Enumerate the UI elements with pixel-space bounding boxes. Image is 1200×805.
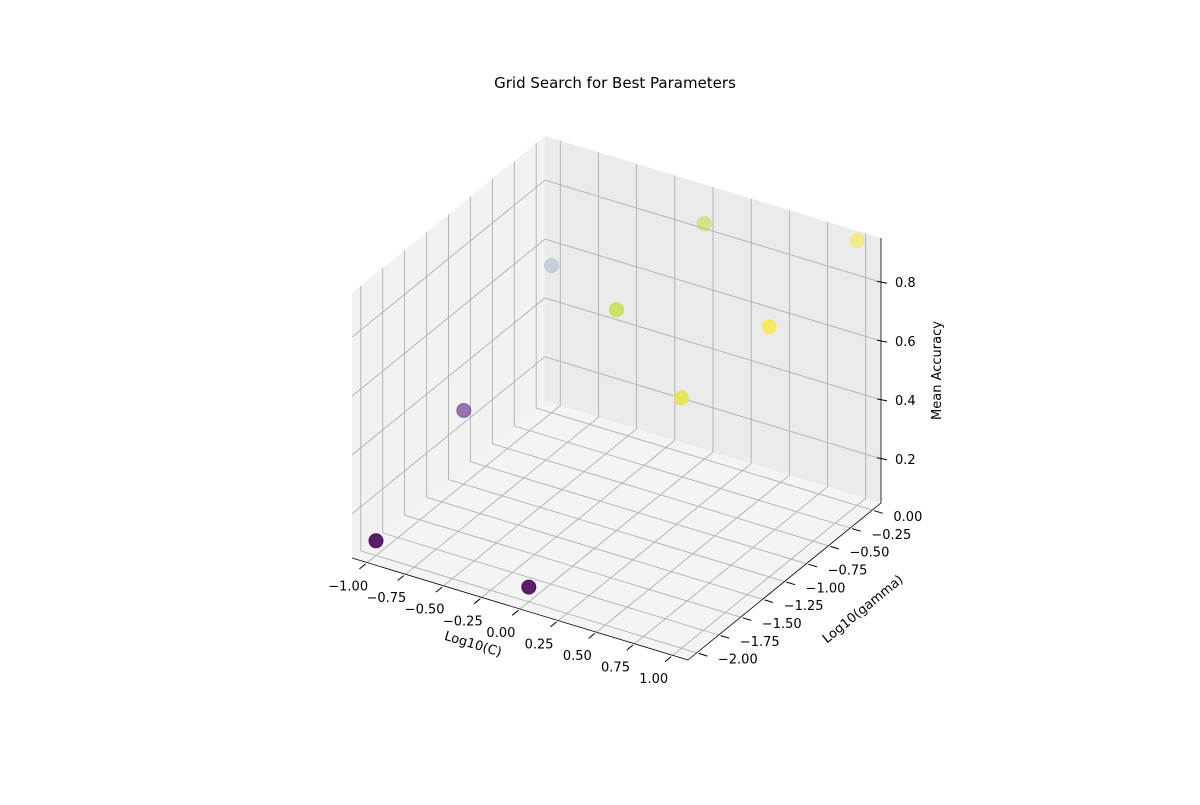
x-tick-mark xyxy=(397,575,405,581)
x-tick-label: 0.25 xyxy=(525,638,554,653)
data-point xyxy=(609,302,624,318)
axis-panes xyxy=(352,136,881,660)
y-tick-label: −2.00 xyxy=(718,653,758,668)
y-tick-mark xyxy=(786,581,796,586)
x-tick-label: 0.75 xyxy=(601,661,630,676)
y-axis-line xyxy=(687,502,882,661)
grid-line-z-back xyxy=(544,297,882,401)
x-tick-label: −1.00 xyxy=(328,580,368,595)
y-tick-mark xyxy=(742,617,752,621)
z-tick-mark xyxy=(876,398,888,402)
y-tick-mark xyxy=(808,563,818,568)
y-tick-mark xyxy=(830,545,840,550)
x-tick-mark xyxy=(359,563,367,570)
grid-line-z-left xyxy=(351,179,546,338)
z-axis-label: Mean Accuracy xyxy=(930,321,945,420)
y-tick-mark xyxy=(698,652,708,657)
y-tick-mark xyxy=(852,528,861,532)
data-point xyxy=(544,258,559,274)
data-point xyxy=(456,403,472,418)
y-tick-label: 0.00 xyxy=(893,510,922,525)
grid-line-z-back xyxy=(544,238,882,342)
data-point xyxy=(696,216,712,232)
grid-line-y-floor xyxy=(514,425,851,529)
z-tick-label: 0.4 xyxy=(895,394,916,409)
x-tick-label: −0.25 xyxy=(443,614,483,629)
x-tick-label: −0.50 xyxy=(405,603,445,618)
grid-line-z-left xyxy=(351,238,546,397)
y-axis-ticks: −2.00 −1.75 −1.50 −1.25 −1.00 −0.75 −0.50 −0.25… xyxy=(698,510,922,668)
x-tick-label: 1.00 xyxy=(639,672,668,687)
grid-line-z-left xyxy=(351,297,546,456)
x-tick-label: −0.75 xyxy=(366,591,406,606)
y-tick-label: −0.50 xyxy=(850,546,890,561)
z-axis-ticks: 0.2 0.4 0.6 0.8 xyxy=(876,276,916,468)
z-tick-label: 0.2 xyxy=(895,453,916,468)
z-tick-mark xyxy=(876,457,888,461)
y-tick-label: −1.75 xyxy=(740,635,780,650)
grid-line-y-floor xyxy=(536,407,873,511)
grid-lines xyxy=(351,140,882,656)
y-tick-label: −1.25 xyxy=(784,599,824,614)
z-tick-label: 0.6 xyxy=(895,335,916,350)
data-point xyxy=(368,533,384,549)
grid-line-z-back xyxy=(544,179,882,283)
x-axis-ticks: −1.00−0.75−0.50−0.250.00 0.25 0.50 0.75 1.00 xyxy=(328,563,672,687)
grid-line-y-floor xyxy=(360,550,697,654)
grid-line-y-floor xyxy=(492,443,829,547)
data-point xyxy=(761,319,777,335)
z-tick-mark xyxy=(876,339,888,343)
y-tick-label: −0.25 xyxy=(871,528,911,543)
z-tick-mark xyxy=(876,280,888,284)
x-tick-mark xyxy=(473,598,481,605)
x-tick-mark xyxy=(664,656,672,663)
y-tick-label: −1.00 xyxy=(806,581,846,596)
chart-title: Grid Search for Best Parameters xyxy=(494,74,736,92)
y-tick-label: −1.50 xyxy=(762,617,802,632)
data-point xyxy=(521,579,537,595)
data-point xyxy=(849,233,865,248)
x-tick-mark xyxy=(511,609,519,616)
grid-line-z-back xyxy=(544,356,882,460)
data-points xyxy=(368,216,865,595)
grid-line-y-floor xyxy=(448,479,785,582)
x-tick-mark xyxy=(626,644,634,651)
grid-line-y-floor xyxy=(404,514,741,618)
x-tick-mark xyxy=(550,621,557,628)
data-point xyxy=(674,390,689,406)
y-tick-mark xyxy=(764,599,774,603)
grid-line-y-floor xyxy=(470,461,807,565)
x-tick-mark xyxy=(588,633,596,639)
grid-line-y-floor xyxy=(426,496,763,600)
y-tick-label: −0.75 xyxy=(828,564,868,579)
grid-line-z-left xyxy=(351,356,546,515)
x-axis-line xyxy=(351,557,689,661)
z-tick-label: 0.8 xyxy=(895,276,916,291)
x-tick-mark xyxy=(435,586,443,593)
y-tick-mark xyxy=(720,635,730,639)
x-tick-label: 0.50 xyxy=(563,649,592,664)
y-tick-mark xyxy=(873,510,883,514)
x-tick-label: 0.00 xyxy=(486,626,515,641)
grid-line-y-floor xyxy=(382,532,719,636)
